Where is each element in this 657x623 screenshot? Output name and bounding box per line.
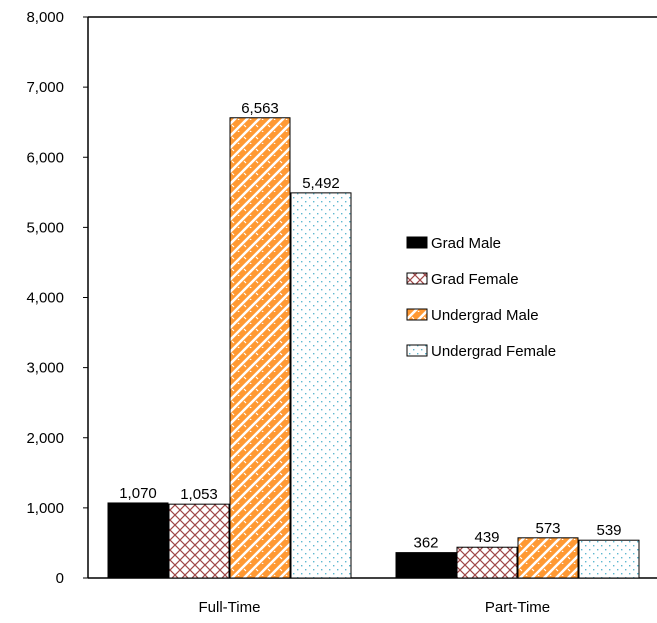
- data-label: 1,070: [119, 485, 157, 502]
- y-tick-label: 7,000: [26, 79, 64, 96]
- y-tick-label: 8,000: [26, 9, 64, 26]
- legend-swatch: [406, 308, 428, 321]
- data-label: 6,563: [241, 100, 279, 117]
- bar-grad-female: [168, 503, 230, 579]
- bars: [107, 117, 640, 579]
- legend: Grad Male Grad Female Undergrad Male Underg…: [406, 235, 556, 360]
- y-tick-label: 6,000: [26, 149, 64, 166]
- legend-swatch: [406, 236, 428, 249]
- y-tick-label: 3,000: [26, 360, 64, 377]
- data-label: 573: [535, 520, 560, 537]
- data-label: 539: [596, 522, 621, 539]
- legend-label: Grad Female: [431, 271, 519, 288]
- data-label: 439: [474, 529, 499, 546]
- legend-swatch: [406, 344, 428, 357]
- x-category-label: Part-Time: [485, 599, 550, 616]
- bar-undergrad-male: [229, 117, 291, 579]
- legend-label: Undergrad Female: [431, 343, 556, 360]
- bar-undergrad-male: [517, 537, 579, 579]
- bar-undergrad-female: [290, 192, 352, 579]
- y-tick-label: 2,000: [26, 430, 64, 447]
- data-label: 1,053: [180, 486, 218, 503]
- bar-grad-male: [107, 502, 169, 579]
- y-tick-label: 0: [56, 570, 64, 587]
- bar-undergrad-female: [578, 539, 640, 579]
- y-axis: 0 1,000 2,000 3,000 4,000 5,000 6,000 7,000 8,00…: [26, 9, 88, 587]
- legend-label: Undergrad Male: [431, 307, 539, 324]
- legend-label: Grad Male: [431, 235, 501, 252]
- legend-swatch: [406, 272, 428, 285]
- data-labels: 1,070 1,053 6,563 5,492 362 439 573 539: [119, 100, 621, 552]
- y-tick-label: 1,000: [26, 500, 64, 517]
- x-axis: Full-Time Part-Time: [199, 599, 551, 616]
- y-tick-label: 4,000: [26, 290, 64, 307]
- data-label: 5,492: [302, 175, 340, 192]
- plot-frame: [87, 16, 657, 579]
- x-category-label: Full-Time: [199, 599, 261, 616]
- data-label: 362: [413, 535, 438, 552]
- bar-grad-male: [395, 552, 457, 579]
- bar-grad-female: [456, 546, 518, 579]
- y-tick-label: 5,000: [26, 219, 64, 236]
